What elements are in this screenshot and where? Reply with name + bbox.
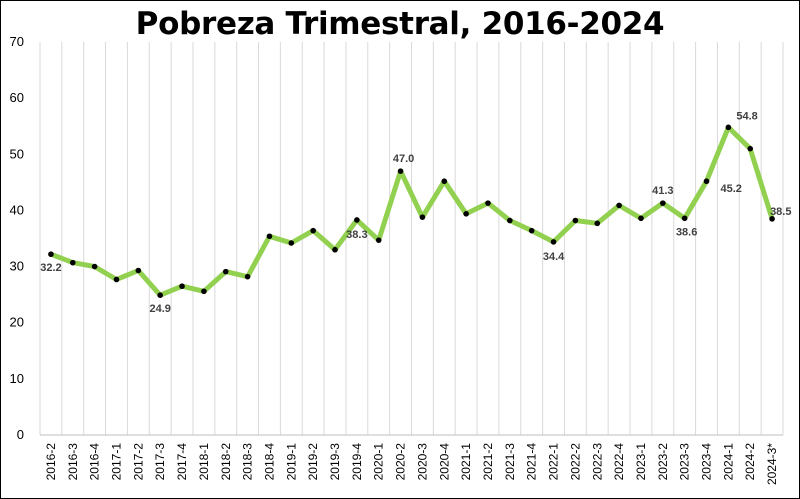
x-tick-label: 2022-3 <box>590 443 604 481</box>
x-tick-label: 2023-4 <box>700 443 714 481</box>
data-point <box>135 267 142 274</box>
x-tick-label: 2022-1 <box>547 443 561 481</box>
x-tick-label: 2021-3 <box>503 443 517 481</box>
y-tick-labels: 0 10 20 30 40 50 60 70 <box>10 34 24 442</box>
data-point <box>332 246 338 253</box>
x-tick-label: 2023-1 <box>634 443 648 481</box>
x-tick-label: 2019-4 <box>350 443 364 481</box>
y-tick-label: 30 <box>10 259 24 274</box>
data-point <box>201 288 207 295</box>
data-label: 54.8 <box>736 110 757 122</box>
data-label: 38.3 <box>346 229 367 241</box>
x-tick-label: 2017-3 <box>153 443 167 481</box>
data-label: 24.9 <box>149 303 170 315</box>
data-point <box>310 227 316 234</box>
data-point <box>288 240 295 246</box>
x-tick-label: 2018-2 <box>219 443 233 481</box>
gridlines <box>39 42 784 435</box>
x-tick-label: 2022-4 <box>612 443 626 481</box>
data-point <box>572 217 579 224</box>
data-point <box>769 216 775 222</box>
data-point <box>463 210 469 217</box>
x-tick-label: 2021-1 <box>459 443 473 481</box>
x-tick-label: 2023-3 <box>678 443 692 481</box>
data-point <box>703 178 710 185</box>
x-tick-label: 2017-2 <box>131 443 145 481</box>
x-tick-label: 2018-4 <box>262 443 276 481</box>
data-label: 45.2 <box>721 183 742 195</box>
data-point <box>528 227 535 234</box>
data-point <box>354 217 360 223</box>
x-tick-label: 2016-4 <box>88 443 102 481</box>
x-tick-label: 2016-3 <box>66 443 80 481</box>
data-label: 38.5 <box>770 206 791 218</box>
data-point <box>638 215 644 222</box>
x-tick-label: 2017-1 <box>109 443 123 481</box>
data-label: 32.2 <box>40 262 61 274</box>
data-point <box>725 124 732 131</box>
data-point <box>747 145 754 152</box>
data-point <box>616 202 622 209</box>
x-tick-label: 2024-3* <box>765 443 779 485</box>
data-point <box>266 233 273 240</box>
data-points <box>48 124 775 299</box>
data-point <box>113 276 120 283</box>
data-label: 34.4 <box>543 251 565 263</box>
x-tick-label: 2020-1 <box>372 443 386 481</box>
data-point <box>660 200 666 206</box>
x-tick-label: 2019-1 <box>284 443 298 481</box>
y-tick-label: 70 <box>10 34 24 49</box>
data-point <box>69 259 76 266</box>
data-labels: 32.2 24.9 38.3 47.0 34.4 41.3 38.6 45.2 54.8 38.5 <box>40 110 791 315</box>
x-tick-label: 2021-2 <box>481 443 495 481</box>
data-point <box>244 273 251 280</box>
chart-title: Pobreza Trimestral, 2016-2024 <box>135 6 665 42</box>
series-line-path <box>48 124 775 298</box>
x-tick-label: 2016-2 <box>44 443 58 481</box>
data-point <box>681 215 688 222</box>
x-tick-label: 2020-3 <box>415 443 429 481</box>
data-point <box>419 214 426 220</box>
x-tick-label: 2020-4 <box>437 443 451 481</box>
x-tick-label: 2022-2 <box>568 443 582 481</box>
y-tick-label: 50 <box>10 146 24 161</box>
data-point <box>485 200 491 206</box>
data-label: 41.3 <box>652 185 673 197</box>
data-point <box>179 283 185 290</box>
data-point <box>397 168 404 174</box>
x-tick-label: 2018-3 <box>241 443 255 481</box>
x-tick-labels: 2016-2 2016-3 2016-4 2017-1 2017-2 2017-3 2017… <box>44 443 779 485</box>
x-tick-label: 2024-2 <box>743 443 757 481</box>
y-tick-label: 60 <box>10 90 24 105</box>
x-tick-label: 2020-2 <box>394 443 408 481</box>
data-point <box>594 220 601 227</box>
y-tick-label: 10 <box>10 371 24 386</box>
data-point <box>375 237 382 243</box>
series-line <box>48 124 775 298</box>
x-tick-label: 2023-2 <box>656 443 670 481</box>
data-label: 38.6 <box>676 226 697 238</box>
y-tick-label: 20 <box>10 315 24 330</box>
data-point <box>507 217 513 224</box>
x-tick-label: 2024-1 <box>721 443 735 481</box>
data-point <box>48 251 54 258</box>
x-tick-label: 2018-1 <box>197 443 211 481</box>
x-tick-label: 2021-4 <box>525 443 539 481</box>
data-label: 47.0 <box>393 153 414 165</box>
data-point <box>91 263 98 270</box>
data-point <box>222 268 229 275</box>
data-point <box>157 292 163 299</box>
data-point <box>441 178 448 185</box>
y-tick-label: 40 <box>10 202 24 217</box>
data-point <box>550 239 557 245</box>
x-tick-label: 2019-2 <box>306 443 320 481</box>
y-tick-label: 0 <box>17 427 24 442</box>
x-tick-label: 2019-3 <box>328 443 342 481</box>
x-tick-label: 2017-4 <box>175 443 189 481</box>
